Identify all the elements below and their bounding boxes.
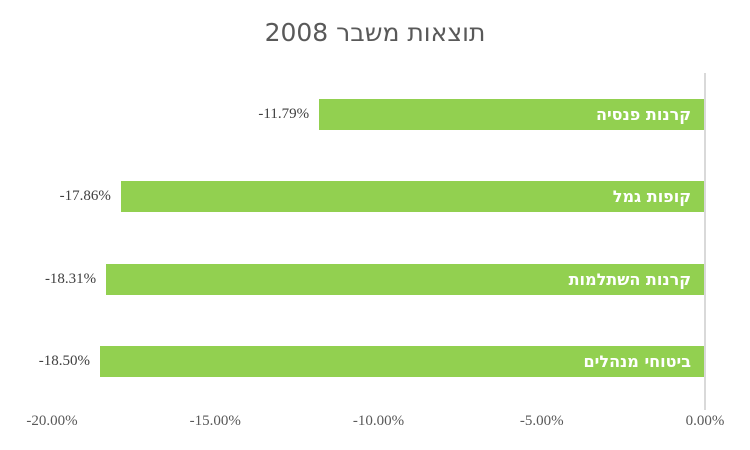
bar-category-label: ביטוחי מנהלים bbox=[583, 352, 691, 372]
bar-value-label: -18.31% bbox=[44, 270, 97, 287]
x-axis-tick-label: 0.00% bbox=[685, 413, 725, 429]
x-axis-tick-label: -20.00% bbox=[26, 413, 78, 429]
bar-category-label: קופות גמל bbox=[612, 187, 691, 207]
value-axis-zero-line bbox=[704, 73, 706, 410]
x-axis-tick-label: -15.00% bbox=[189, 413, 241, 429]
x-axis-tick-label: -5.00% bbox=[519, 413, 564, 429]
bar-value-label: -18.50% bbox=[38, 353, 90, 370]
bar-category-label: קרנות פנסיה bbox=[595, 104, 691, 124]
chart-title: תוצאות משבר 2008 bbox=[264, 18, 486, 47]
bar: ביטוחי מנהלים bbox=[99, 346, 704, 378]
bar-value-label: -17.86% bbox=[59, 188, 111, 205]
bar: קופות גמל bbox=[120, 181, 704, 213]
bar: קרנות פנסיה bbox=[319, 98, 704, 130]
bar-category-label: קרנות השתלמות bbox=[568, 269, 691, 289]
bar-value-label: -11.79% bbox=[258, 105, 310, 122]
bar: קרנות השתלמות bbox=[106, 263, 704, 295]
x-axis-tick-label: -10.00% bbox=[352, 413, 405, 429]
